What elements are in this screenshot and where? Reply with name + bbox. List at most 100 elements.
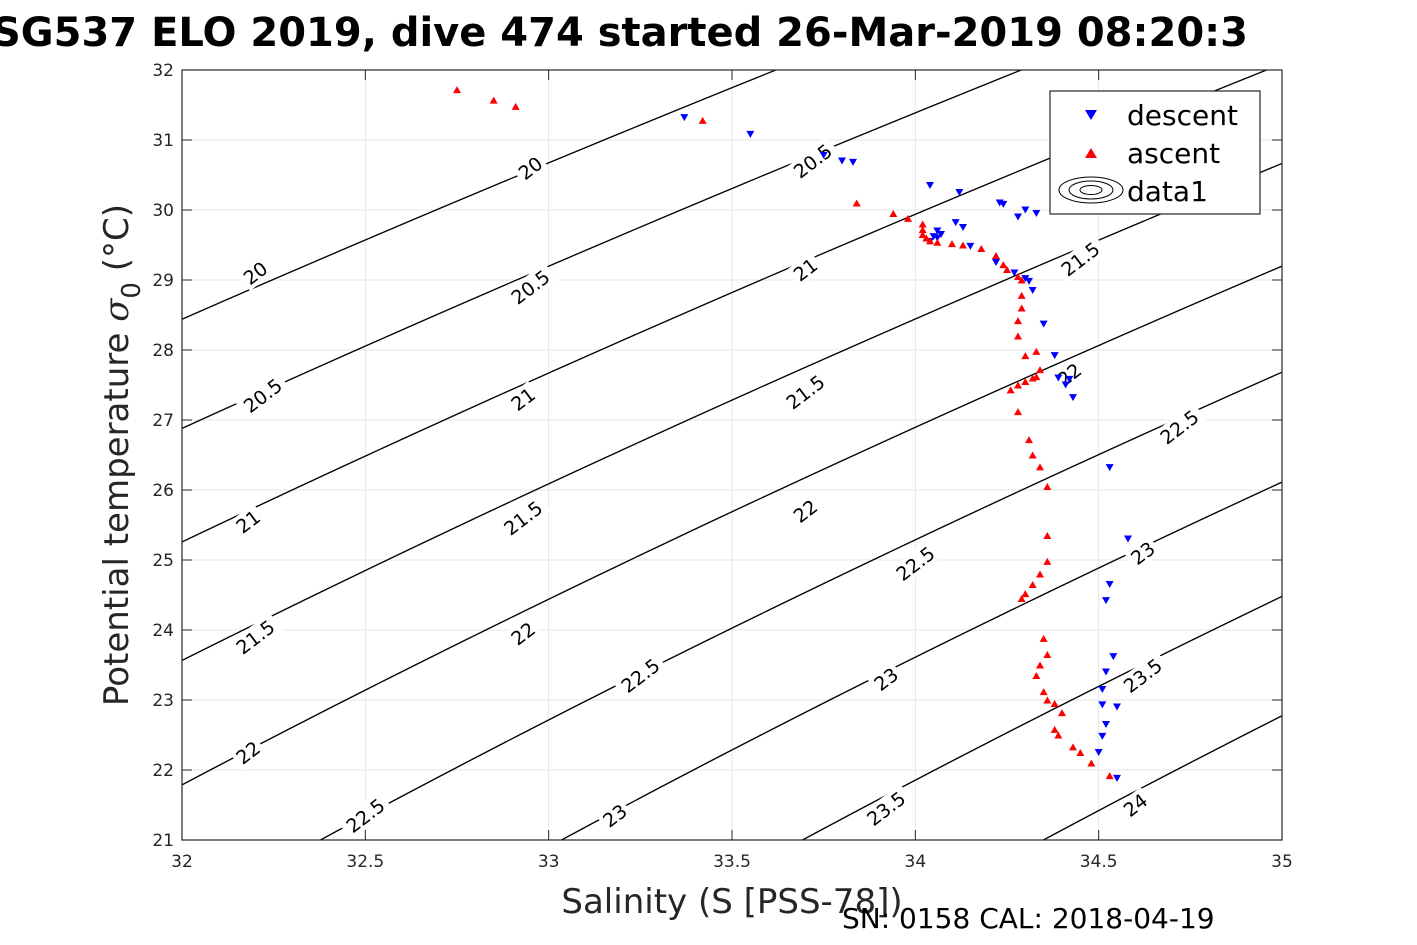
legend-descent-label: descent <box>1127 99 1238 132</box>
contour-label-bg <box>1050 356 1088 393</box>
descent-point <box>959 224 967 231</box>
contour-line-24 <box>1042 715 1282 840</box>
x-tick-label: 33.5 <box>713 852 751 872</box>
y-axis-label-unit: (°C) <box>97 204 137 282</box>
ascent-point <box>1003 266 1011 273</box>
ascent-point <box>1036 366 1044 374</box>
ascent-point <box>1017 276 1026 284</box>
ascent-point <box>1028 581 1037 588</box>
ascent-point <box>1036 570 1044 578</box>
ascent-point <box>1025 436 1033 444</box>
ascent-point <box>1014 408 1022 416</box>
ascent-point <box>1054 731 1063 739</box>
ascent-point <box>1014 317 1022 325</box>
ascent-point <box>1017 291 1026 299</box>
ascent-point <box>1017 304 1026 312</box>
y-axis-label: Potential temperature σ0 (°C) <box>97 204 147 706</box>
descent-point <box>1102 597 1110 605</box>
ascent-point <box>959 241 967 249</box>
contour-label-bg <box>1151 402 1207 452</box>
y-tick-label: 25 <box>152 551 174 571</box>
descent-point <box>1109 653 1118 661</box>
descent-point <box>1124 535 1132 543</box>
descent-point <box>746 130 755 138</box>
contour-line-23-5 <box>801 595 1282 840</box>
ascent-point <box>1058 709 1066 717</box>
ascent-point <box>1043 532 1052 539</box>
ascent-point <box>1043 651 1052 658</box>
ascent-point <box>1043 696 1052 704</box>
ascent-point <box>1043 483 1052 490</box>
descent-point <box>1021 206 1030 214</box>
contour-label-bg <box>495 493 551 543</box>
ascent-point <box>889 210 898 217</box>
y-axis-label-main: Potential temperature <box>97 322 137 706</box>
descent-point <box>1032 210 1041 217</box>
contour-label-bg <box>785 136 841 186</box>
chart-title: SG537 ELO 2019, dive 474 started 26-Mar-… <box>0 10 1248 56</box>
descent-point <box>1028 287 1037 294</box>
descent-point <box>1054 374 1063 382</box>
contour-label-bg <box>504 381 542 417</box>
ascent-point <box>1050 725 1059 733</box>
ascent-point <box>1087 759 1096 767</box>
contour-label-bg <box>786 493 824 529</box>
ascent-point <box>1021 590 1030 598</box>
ascent-point <box>511 102 520 110</box>
ascent-point <box>1036 463 1044 471</box>
descent-point <box>1102 668 1110 676</box>
contour-label-bg <box>235 370 291 421</box>
ascent-point <box>948 240 956 248</box>
descent-point <box>999 200 1008 208</box>
ascent-point <box>1050 700 1059 707</box>
contour-label-bg <box>1115 650 1171 701</box>
legend-descent-marker <box>1085 110 1097 120</box>
descent-point <box>1061 381 1070 389</box>
ascent-point <box>453 86 461 94</box>
contour-line-21 <box>182 70 1269 543</box>
contour-label-bg <box>858 783 914 834</box>
x-tick-label: 32.5 <box>346 852 384 872</box>
descent-point <box>1039 320 1048 328</box>
y-tick-label: 27 <box>152 411 174 431</box>
legend-contour-icon <box>1058 176 1124 204</box>
ascent-point <box>1105 772 1114 780</box>
ascent-point <box>1032 347 1041 355</box>
ascent-point <box>1017 595 1026 602</box>
descent-point <box>951 219 960 227</box>
descent-point <box>1105 464 1114 472</box>
contour-label-bg <box>236 255 274 291</box>
contour-line-20-5 <box>182 70 1023 430</box>
ascent-point <box>1021 378 1030 385</box>
contour-label-bg <box>596 797 634 834</box>
x-tick-label: 33 <box>538 852 560 872</box>
y-tick-label: 30 <box>152 201 174 221</box>
contour-line-22 <box>182 265 1282 786</box>
contour-label-bg <box>1116 787 1154 823</box>
descent-point <box>966 242 975 250</box>
descent-point <box>1010 269 1019 277</box>
contour-label-bg <box>504 615 542 652</box>
contour-label-bg <box>337 790 393 841</box>
contour-label-bg <box>786 251 824 288</box>
contour-label-bg <box>1124 535 1162 571</box>
ascent-point <box>852 199 861 207</box>
ascent-point <box>922 234 931 242</box>
descent-point <box>1098 686 1107 693</box>
descent-point <box>849 158 857 166</box>
ascent-point <box>999 261 1008 269</box>
descent-point <box>1069 394 1077 402</box>
data-points <box>453 86 1132 782</box>
contour-label-bg <box>777 367 833 417</box>
contour-line-22-5 <box>319 371 1282 840</box>
y-tick-label: 31 <box>152 131 174 151</box>
ascent-point <box>933 238 942 246</box>
descent-point <box>955 189 964 196</box>
legend-data1-label: data1 <box>1127 175 1208 208</box>
descent-point <box>926 182 934 189</box>
descent-point <box>1065 375 1074 383</box>
ascent-point <box>1028 451 1037 459</box>
ascent-point <box>489 96 498 104</box>
y-tick-label: 26 <box>152 481 174 501</box>
